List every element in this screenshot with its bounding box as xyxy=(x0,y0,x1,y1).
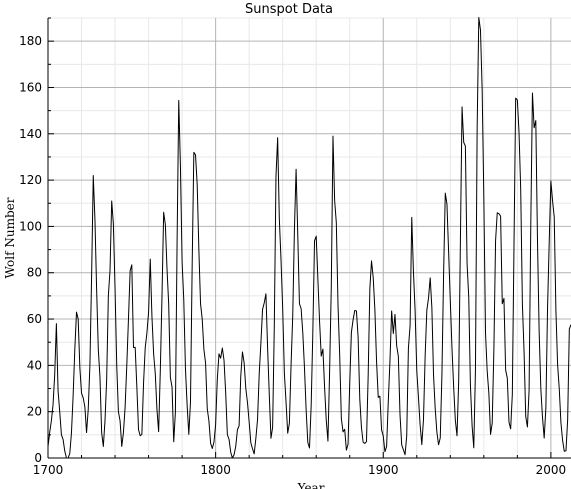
y-tick-label: 140 xyxy=(19,127,42,141)
y-tick-label: 20 xyxy=(27,405,42,419)
y-tick-label: 180 xyxy=(19,34,42,48)
x-tick-label: 1800 xyxy=(200,463,231,477)
x-tick-label: 1700 xyxy=(33,463,64,477)
y-tick-label: 120 xyxy=(19,173,42,187)
minor-gridlines xyxy=(48,17,571,458)
y-tick-label: 60 xyxy=(27,312,42,326)
x-axis-label: Year xyxy=(297,481,325,489)
y-tick-label: 160 xyxy=(19,80,42,94)
y-tick-label: 40 xyxy=(27,358,42,372)
y-tick-label: 80 xyxy=(27,266,42,280)
chart-title: Sunspot Data xyxy=(245,2,333,17)
ticks: 1700 1800 1900 2000 0 20 40 60 80 100 120 140 160 180 xyxy=(19,17,567,477)
x-tick-label: 2000 xyxy=(536,463,567,477)
y-tick-label: 0 xyxy=(34,451,42,465)
x-tick-label: 1900 xyxy=(368,463,399,477)
series-line-wolf-number xyxy=(47,17,571,459)
y-tick-label: 100 xyxy=(19,219,42,233)
y-axis-label: Wolf Number xyxy=(3,197,17,278)
